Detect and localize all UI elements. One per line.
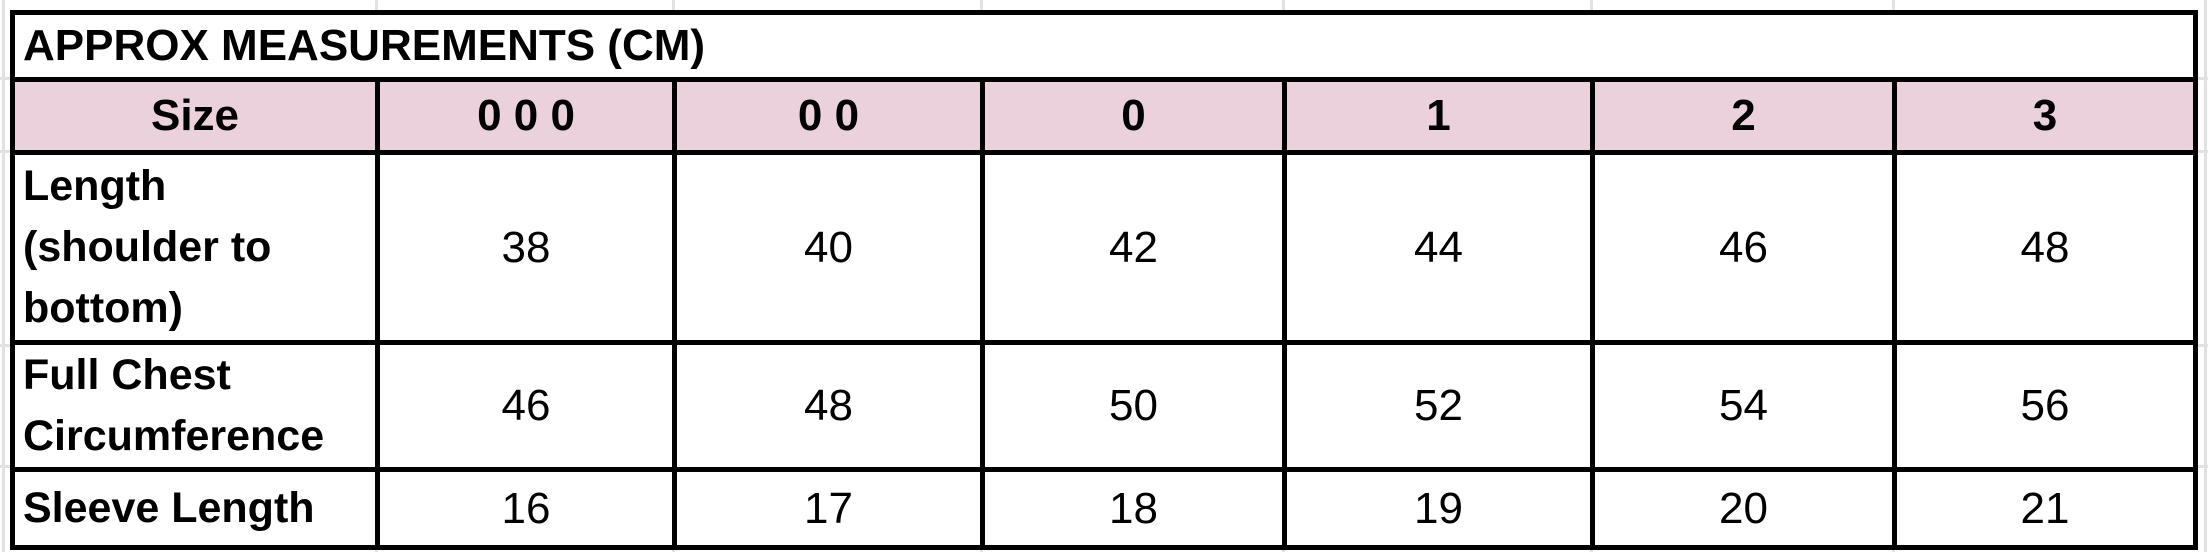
cell-chest-size000[interactable]: 46 <box>375 339 677 473</box>
cell-chest-size3[interactable]: 56 <box>1891 339 2199 473</box>
column-header-label: 2 <box>1731 91 1756 140</box>
cell-length-size3[interactable]: 48 <box>1891 150 2199 345</box>
cell-value: 38 <box>501 222 551 272</box>
cell-value: 18 <box>1109 483 1158 533</box>
table-row-length: Length (shoulder to bottom) 38 40 42 44 … <box>10 150 2199 345</box>
cell-value: 44 <box>1414 222 1463 272</box>
cell-value: 56 <box>2020 381 2070 431</box>
measurements-table: APPROX MEASUREMENTS (CM) Size 0 0 0 0 0 … <box>9 10 2199 551</box>
row-label-sleeve[interactable]: Sleeve Length <box>10 467 380 551</box>
cell-value: 40 <box>804 222 853 272</box>
table-row-sleeve: Sleeve Length 16 17 18 19 20 21 <box>10 467 2199 551</box>
cell-value: 48 <box>2020 222 2070 272</box>
row-label-text: Sleeve Length <box>23 484 315 533</box>
gridline <box>2204 0 2207 552</box>
column-header-label: 0 0 0 <box>477 91 575 140</box>
size-header-row: Size 0 0 0 0 0 0 1 2 3 <box>10 77 2199 155</box>
cell-value: 50 <box>1109 381 1158 431</box>
cell-value: 46 <box>501 381 551 431</box>
cell-value: 21 <box>2020 483 2070 533</box>
cell-chest-size0[interactable]: 50 <box>980 339 1287 473</box>
column-header-label: 0 0 <box>797 91 860 140</box>
gridline <box>2 0 5 552</box>
column-header-3[interactable]: 3 <box>1891 77 2199 155</box>
cell-sleeve-size0[interactable]: 18 <box>980 467 1287 551</box>
column-header-0[interactable]: 0 <box>980 77 1287 155</box>
cell-sleeve-size1[interactable]: 19 <box>1282 467 1595 551</box>
column-header-00[interactable]: 0 0 <box>672 77 985 155</box>
cell-value: 52 <box>1414 381 1463 431</box>
row-label-text: Full Chest Circumference <box>23 351 325 461</box>
cell-sleeve-size000[interactable]: 16 <box>375 467 677 551</box>
cell-value: 42 <box>1109 222 1158 272</box>
cell-value: 16 <box>501 483 551 533</box>
row-label-chest[interactable]: Full Chest Circumference <box>10 339 380 473</box>
column-header-2[interactable]: 2 <box>1590 77 1897 155</box>
cell-value: 54 <box>1719 381 1768 431</box>
cell-value: 17 <box>804 483 853 533</box>
column-header-size[interactable]: Size <box>10 77 380 155</box>
cell-sleeve-size3[interactable]: 21 <box>1891 467 2199 551</box>
cell-value: 48 <box>804 381 853 431</box>
cell-value: 20 <box>1719 483 1768 533</box>
table-title: APPROX MEASUREMENTS (CM) <box>23 21 706 70</box>
table-row-chest: Full Chest Circumference 46 48 50 52 54 … <box>10 339 2199 473</box>
cell-length-size00[interactable]: 40 <box>672 150 985 345</box>
column-header-label: 3 <box>2032 91 2058 140</box>
cell-value: 46 <box>1719 222 1768 272</box>
row-label-length[interactable]: Length (shoulder to bottom) <box>10 150 380 345</box>
column-header-000[interactable]: 0 0 0 <box>375 77 677 155</box>
cell-length-size0[interactable]: 42 <box>980 150 1287 345</box>
table-title-row: APPROX MEASUREMENTS (CM) <box>9 10 2199 82</box>
cell-chest-size2[interactable]: 54 <box>1590 339 1897 473</box>
table-title-cell[interactable]: APPROX MEASUREMENTS (CM) <box>9 10 2199 82</box>
cell-sleeve-size00[interactable]: 17 <box>672 467 985 551</box>
cell-length-size1[interactable]: 44 <box>1282 150 1595 345</box>
cell-chest-size00[interactable]: 48 <box>672 339 985 473</box>
cell-chest-size1[interactable]: 52 <box>1282 339 1595 473</box>
column-header-label: 1 <box>1426 91 1451 140</box>
row-label-text: Length (shoulder to bottom) <box>23 161 272 333</box>
column-header-1[interactable]: 1 <box>1282 77 1595 155</box>
column-header-label: 0 <box>1121 91 1146 140</box>
column-header-label: Size <box>150 91 240 140</box>
cell-length-size2[interactable]: 46 <box>1590 150 1897 345</box>
cell-value: 19 <box>1414 483 1463 533</box>
cell-sleeve-size2[interactable]: 20 <box>1590 467 1897 551</box>
cell-length-size000[interactable]: 38 <box>375 150 677 345</box>
